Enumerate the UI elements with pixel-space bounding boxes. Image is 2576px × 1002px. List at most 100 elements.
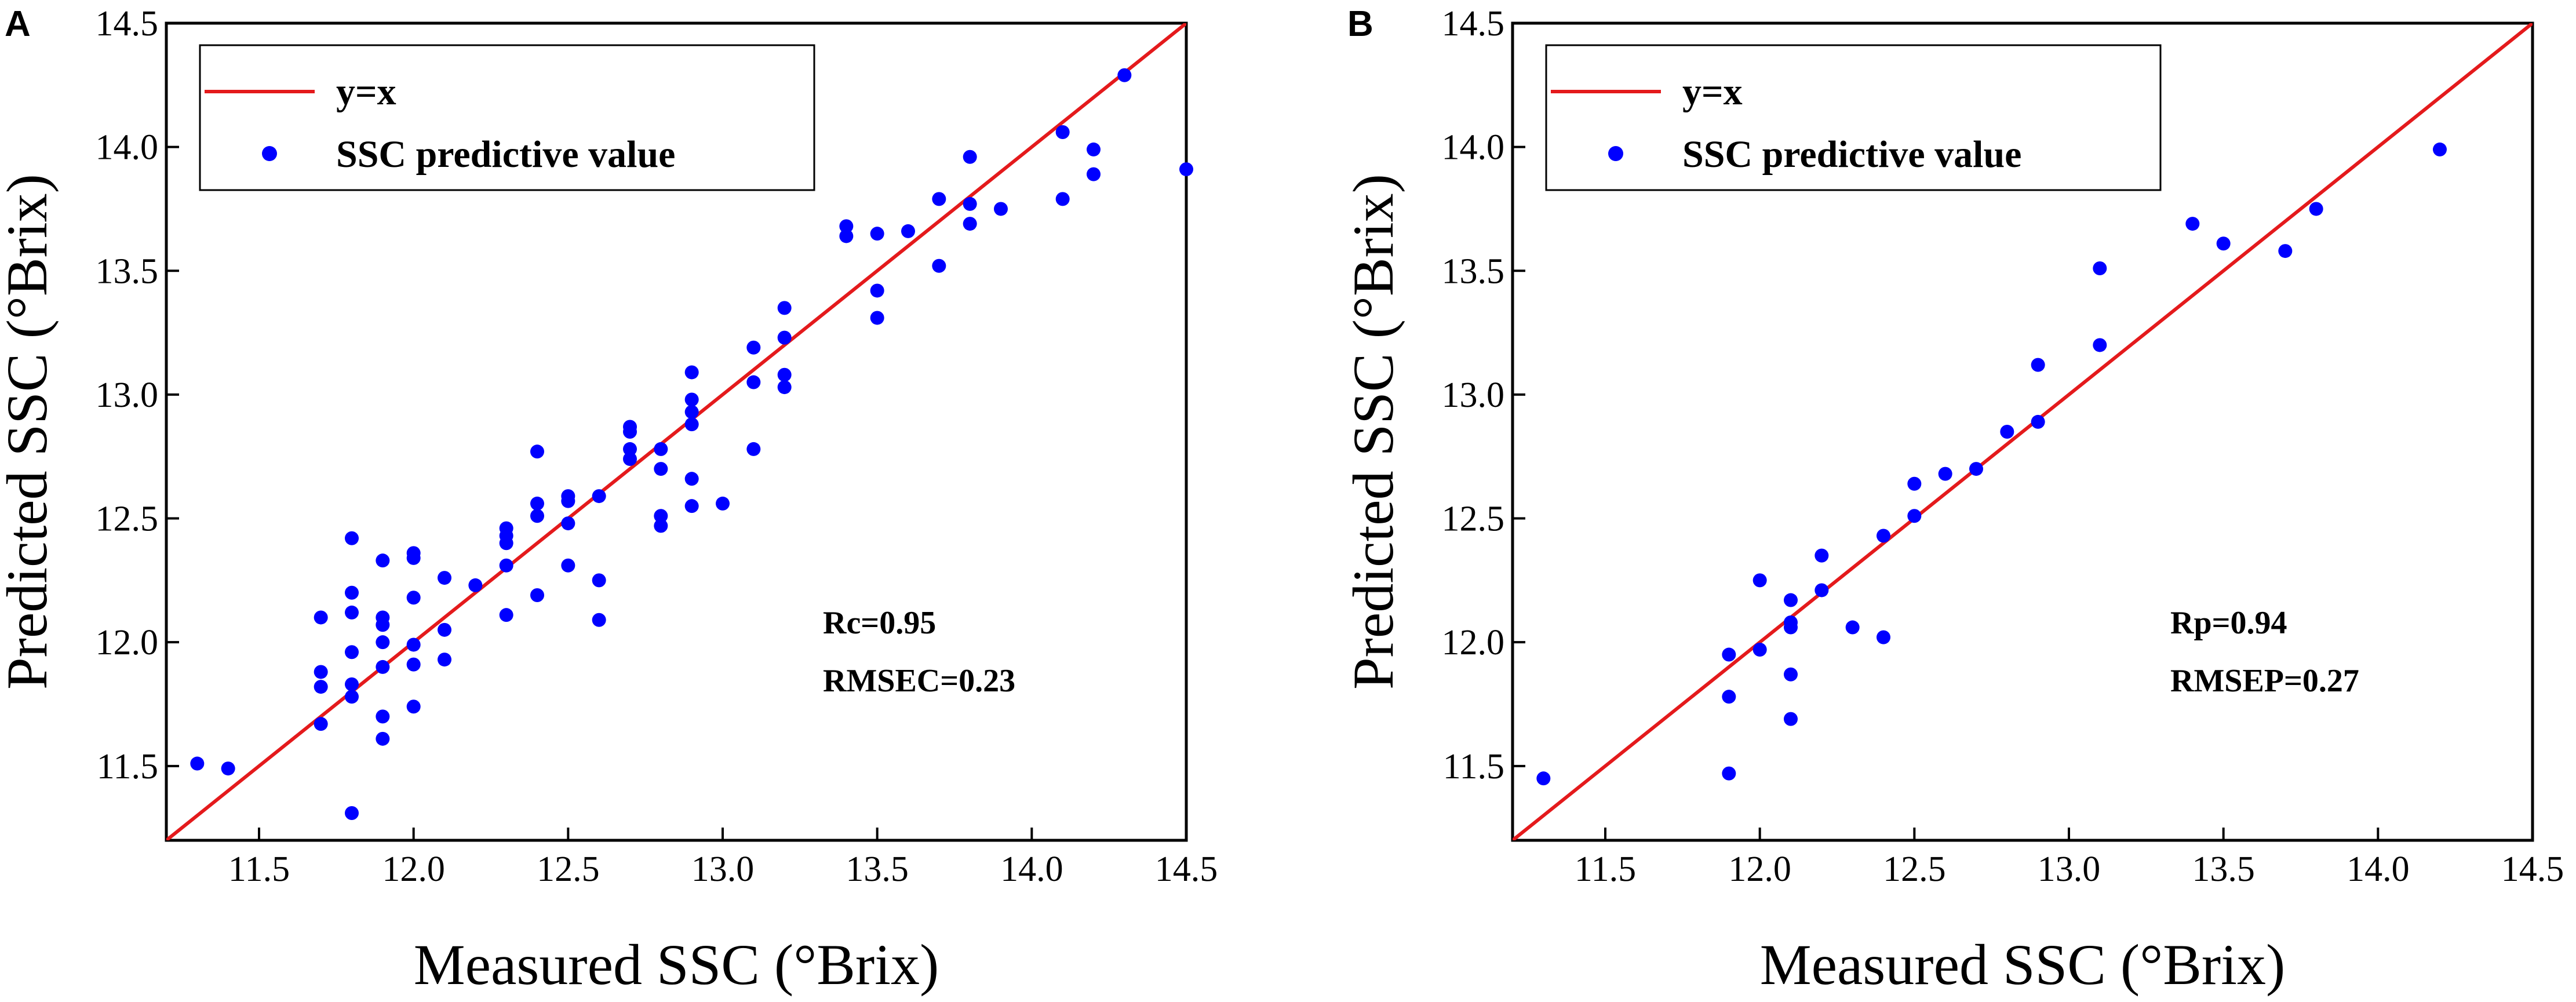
data-point bbox=[1845, 620, 1860, 635]
data-point bbox=[684, 417, 699, 432]
panel-label: B bbox=[1347, 4, 1373, 44]
data-point bbox=[406, 657, 421, 672]
data-point bbox=[314, 665, 328, 679]
stats-annotation: Rc=0.95 bbox=[823, 605, 936, 641]
reference-line-y-equals-x bbox=[166, 23, 1186, 840]
data-point bbox=[2093, 261, 2107, 275]
data-point bbox=[2031, 358, 2045, 372]
data-point bbox=[870, 283, 884, 298]
x-tick-label: 11.5 bbox=[228, 850, 290, 889]
y-tick-label: 14.5 bbox=[1442, 4, 1505, 43]
data-point bbox=[345, 677, 359, 691]
panel-b: B 11.5 12.0 12.5 13.0 13.5 14.0 14.5 11.5 12.0 12.… bbox=[1341, 4, 2564, 997]
data-point bbox=[561, 489, 575, 504]
x-tick-label: 11.5 bbox=[1575, 850, 1636, 889]
data-point bbox=[2216, 236, 2231, 251]
y-tick-label: 13.5 bbox=[1442, 252, 1505, 291]
data-point bbox=[1969, 462, 1983, 476]
legend-marker-swatch bbox=[1608, 146, 1623, 161]
data-point bbox=[777, 301, 792, 315]
data-point bbox=[345, 531, 359, 545]
x-tick-label: 14.0 bbox=[2347, 850, 2410, 889]
y-tick-label: 12.5 bbox=[1442, 500, 1505, 539]
data-point bbox=[345, 585, 359, 600]
data-point bbox=[623, 452, 637, 466]
x-axis-label: Measured SSC (°Brix) bbox=[1760, 932, 2286, 997]
data-point bbox=[1784, 712, 1798, 726]
data-point bbox=[839, 219, 854, 234]
legend: y=x SSC predictive value bbox=[199, 44, 815, 191]
data-point bbox=[654, 519, 668, 533]
data-point bbox=[530, 444, 544, 459]
data-point bbox=[746, 442, 761, 456]
data-point bbox=[1752, 573, 1767, 588]
data-point bbox=[2185, 217, 2200, 231]
data-point bbox=[839, 229, 854, 243]
y-axis-label: Predicted SSC (°Brix) bbox=[1341, 174, 1405, 690]
data-point bbox=[1907, 509, 1922, 523]
data-point bbox=[592, 489, 606, 504]
y-tick-label: 14.5 bbox=[96, 4, 159, 43]
data-point bbox=[777, 380, 792, 395]
x-axis-label: Measured SSC (°Brix) bbox=[414, 932, 939, 997]
data-point bbox=[777, 367, 792, 382]
data-point bbox=[345, 605, 359, 620]
data-point bbox=[376, 635, 390, 650]
data-point bbox=[592, 573, 606, 588]
x-tick-label: 12.5 bbox=[1883, 850, 1946, 889]
y-tick-label: 13.5 bbox=[96, 252, 159, 291]
data-point bbox=[777, 330, 792, 345]
data-point bbox=[901, 224, 915, 238]
y-tick-label: 14.0 bbox=[96, 128, 159, 167]
data-point bbox=[623, 442, 637, 456]
data-point bbox=[684, 365, 699, 380]
stats-annotation: RMSEP=0.27 bbox=[2170, 663, 2359, 699]
data-point bbox=[530, 496, 544, 511]
data-point bbox=[561, 516, 575, 531]
data-point bbox=[499, 521, 513, 535]
data-point bbox=[684, 499, 699, 513]
data-point bbox=[376, 553, 390, 568]
data-point bbox=[1722, 690, 1736, 704]
y-axis-label: Predicted SSC (°Brix) bbox=[0, 174, 59, 690]
data-point bbox=[499, 608, 513, 622]
data-point bbox=[654, 442, 668, 456]
data-point bbox=[1784, 667, 1798, 682]
data-point bbox=[530, 588, 544, 602]
data-point bbox=[406, 637, 421, 652]
data-point bbox=[1907, 476, 1922, 491]
data-point bbox=[1815, 548, 1829, 563]
x-tick-label: 14.5 bbox=[2501, 850, 2564, 889]
data-point bbox=[1877, 630, 1890, 644]
x-tick-label: 12.0 bbox=[382, 850, 445, 889]
data-point bbox=[376, 709, 390, 724]
data-point bbox=[746, 375, 761, 389]
x-tick-label: 14.5 bbox=[1155, 850, 1218, 889]
x-tick-label: 12.5 bbox=[537, 850, 600, 889]
data-point bbox=[716, 496, 730, 511]
data-point bbox=[376, 731, 390, 746]
legend-label-line: y=x bbox=[336, 71, 396, 113]
data-point bbox=[1087, 142, 1101, 156]
data-point bbox=[1117, 68, 1132, 82]
data-point bbox=[963, 217, 977, 231]
legend: y=x SSC predictive value bbox=[1545, 44, 2162, 191]
data-point bbox=[1536, 771, 1551, 786]
data-point bbox=[345, 645, 359, 660]
data-point bbox=[932, 258, 946, 273]
plot-frame bbox=[165, 21, 1188, 842]
data-point bbox=[684, 405, 699, 419]
data-point bbox=[963, 150, 977, 164]
y-tick-label: 12.0 bbox=[96, 623, 159, 662]
x-tick-label: 12.0 bbox=[1728, 850, 1791, 889]
x-tick-label: 14.0 bbox=[1000, 850, 1063, 889]
data-point bbox=[623, 420, 637, 434]
data-point bbox=[438, 653, 451, 667]
data-point bbox=[468, 578, 483, 592]
data-point bbox=[746, 340, 761, 355]
x-tick-label: 13.5 bbox=[2192, 850, 2255, 889]
data-point bbox=[1722, 647, 1736, 662]
y-tick-label: 13.0 bbox=[1442, 376, 1505, 415]
data-point bbox=[1055, 125, 1070, 139]
